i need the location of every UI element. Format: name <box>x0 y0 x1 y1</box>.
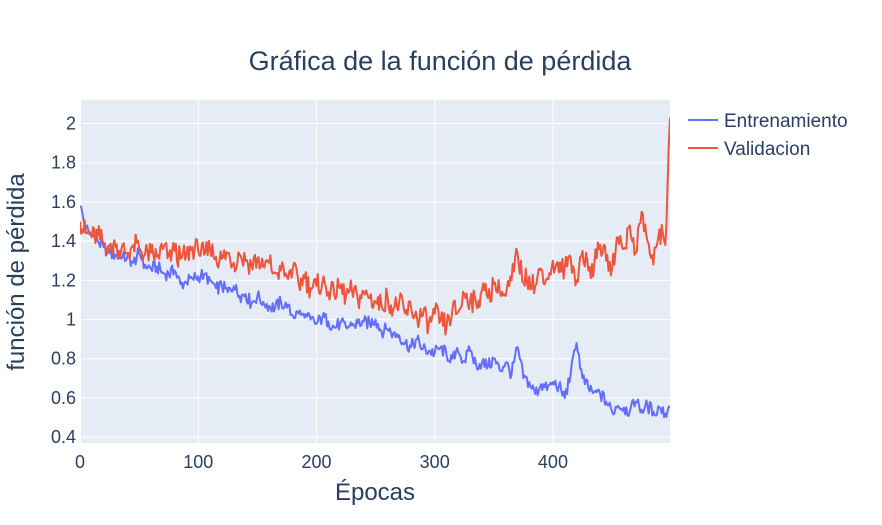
chart-title: Gráfica de la función de pérdida <box>249 46 633 76</box>
legend-label: Validacion <box>724 139 810 160</box>
series-line-entrenamiento <box>80 205 670 419</box>
x-tick-label: 300 <box>420 452 450 472</box>
y-tick-label: 0.4 <box>51 427 76 447</box>
y-tick-label: 1.4 <box>51 231 76 251</box>
y-tick-label: 0.6 <box>51 388 76 408</box>
x-tick-label: 400 <box>538 452 568 472</box>
y-tick-label: 1.2 <box>51 270 76 290</box>
legend-label: Entrenamiento <box>724 111 848 132</box>
x-tick-label: 0 <box>75 452 85 472</box>
series-line-validacion <box>80 117 670 336</box>
y-axis-title: función de pérdida <box>3 173 30 371</box>
y-tick-label: 2 <box>66 114 76 134</box>
tick-labels: 0 100 200 300 400 0.4 0.6 0.8 1 1.2 1.4 1.6 1.8 2 <box>51 114 568 472</box>
y-tick-label: 0.8 <box>51 349 76 369</box>
y-tick-label: 1.8 <box>51 153 76 173</box>
series-layer <box>80 117 670 419</box>
x-tick-label: 200 <box>301 452 331 472</box>
grid <box>79 100 670 443</box>
legend: Entrenamiento Validacion <box>688 111 848 160</box>
y-tick-label: 1.6 <box>51 192 76 212</box>
x-axis-title: Épocas <box>335 479 415 506</box>
x-tick-label: 100 <box>183 452 213 472</box>
y-tick-label: 1 <box>66 310 76 330</box>
